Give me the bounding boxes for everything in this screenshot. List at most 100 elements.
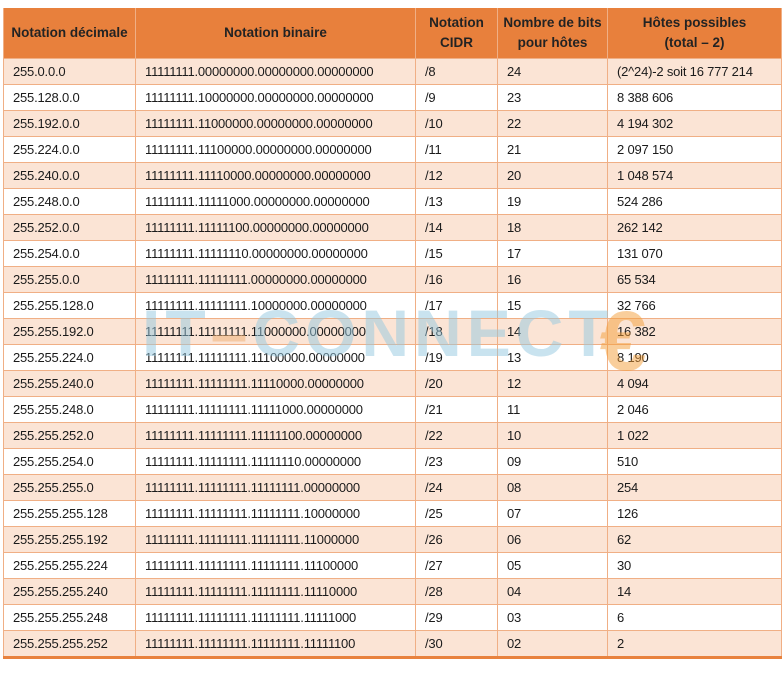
- cell-hosts: 8 190: [607, 344, 782, 371]
- cell-bits: 11: [497, 396, 608, 423]
- cell-decimal: 255.224.0.0: [3, 136, 136, 163]
- header-notation-binaire: Notation binaire: [135, 8, 416, 59]
- cell-decimal: 255.255.224.0: [3, 344, 136, 371]
- cell-binary: 11111111.10000000.00000000.00000000: [135, 84, 416, 111]
- cell-cidr: /16: [415, 266, 498, 293]
- cell-bits: 22: [497, 110, 608, 137]
- cell-binary: 11111111.11000000.00000000.00000000: [135, 110, 416, 137]
- cell-decimal: 255.255.248.0: [3, 396, 136, 423]
- subnet-mask-table: Notation décimale Notation binaire Notat…: [3, 8, 782, 659]
- cell-bits: 12: [497, 370, 608, 397]
- cell-bits: 16: [497, 266, 608, 293]
- table-row: 255.255.192.0 11111111.11111111.11000000.…: [3, 318, 782, 345]
- cell-cidr: /21: [415, 396, 498, 423]
- cell-hosts: (2^24)-2 soit 16 777 214: [607, 58, 782, 85]
- cell-cidr: /17: [415, 292, 498, 319]
- cell-decimal: 255.240.0.0: [3, 162, 136, 189]
- cell-hosts: 62: [607, 526, 782, 553]
- header-nombre-bits-hotes: Nombre de bits pour hôtes: [497, 8, 608, 59]
- cell-bits: 03: [497, 604, 608, 631]
- cell-cidr: /20: [415, 370, 498, 397]
- table-header: Notation décimale Notation binaire Notat…: [3, 8, 782, 59]
- cell-binary: 11111111.11111110.00000000.00000000: [135, 240, 416, 267]
- cell-binary: 11111111.11111111.11000000.00000000: [135, 318, 416, 345]
- table-row: 255.255.255.224 11111111.11111111.1111111…: [3, 552, 782, 579]
- table-row: 255.252.0.0 11111111.11111100.00000000.00…: [3, 214, 782, 241]
- cell-cidr: /12: [415, 162, 498, 189]
- cell-bits: 13: [497, 344, 608, 371]
- cell-binary: 11111111.11111111.11100000.00000000: [135, 344, 416, 371]
- cell-binary: 11111111.00000000.00000000.00000000: [135, 58, 416, 85]
- cell-bits: 08: [497, 474, 608, 501]
- cell-bits: 17: [497, 240, 608, 267]
- cell-hosts: 4 194 302: [607, 110, 782, 137]
- cell-binary: 11111111.11111111.11111111.11110000: [135, 578, 416, 605]
- cell-hosts: 14: [607, 578, 782, 605]
- header-row: Notation décimale Notation binaire Notat…: [3, 8, 782, 59]
- cell-bits: 07: [497, 500, 608, 527]
- cell-decimal: 255.255.240.0: [3, 370, 136, 397]
- cell-binary: 11111111.11111111.11111111.11111100: [135, 630, 416, 658]
- cell-binary: 11111111.11111111.11110000.00000000: [135, 370, 416, 397]
- cell-binary: 11111111.11111111.11111111.11111000: [135, 604, 416, 631]
- cell-cidr: /10: [415, 110, 498, 137]
- cell-decimal: 255.255.192.0: [3, 318, 136, 345]
- cell-cidr: /14: [415, 214, 498, 241]
- cell-bits: 09: [497, 448, 608, 475]
- cell-binary: 11111111.11111111.11111111.00000000: [135, 474, 416, 501]
- table-row: 255.192.0.0 11111111.11000000.00000000.00…: [3, 110, 782, 137]
- cell-decimal: 255.255.255.240: [3, 578, 136, 605]
- table-row: 255.255.248.0 11111111.11111111.11111000.…: [3, 396, 782, 423]
- cell-binary: 11111111.11100000.00000000.00000000: [135, 136, 416, 163]
- table-row: 255.255.128.0 11111111.11111111.10000000.…: [3, 292, 782, 319]
- cell-binary: 11111111.11111111.11111111.11000000: [135, 526, 416, 553]
- table-row: 255.255.224.0 11111111.11111111.11100000.…: [3, 344, 782, 371]
- header-notation-decimale: Notation décimale: [3, 8, 136, 59]
- cell-hosts: 126: [607, 500, 782, 527]
- cell-bits: 19: [497, 188, 608, 215]
- cell-decimal: 255.248.0.0: [3, 188, 136, 215]
- cell-decimal: 255.254.0.0: [3, 240, 136, 267]
- cell-hosts: 510: [607, 448, 782, 475]
- table-row: 255.255.255.192 11111111.11111111.1111111…: [3, 526, 782, 553]
- cell-decimal: 255.255.255.192: [3, 526, 136, 553]
- table-row: 255.255.255.0 11111111.11111111.11111111.…: [3, 474, 782, 501]
- cell-bits: 02: [497, 630, 608, 658]
- cell-hosts: 2 046: [607, 396, 782, 423]
- cell-hosts: 524 286: [607, 188, 782, 215]
- table-row: 255.254.0.0 11111111.11111110.00000000.00…: [3, 240, 782, 267]
- cell-decimal: 255.0.0.0: [3, 58, 136, 85]
- cell-cidr: /15: [415, 240, 498, 267]
- cell-decimal: 255.255.254.0: [3, 448, 136, 475]
- table-row: 255.255.255.252 11111111.11111111.1111111…: [3, 630, 782, 658]
- table-row: 255.255.0.0 11111111.11111111.00000000.00…: [3, 266, 782, 293]
- cell-bits: 20: [497, 162, 608, 189]
- cell-binary: 11111111.11111100.00000000.00000000: [135, 214, 416, 241]
- cell-cidr: /9: [415, 84, 498, 111]
- header-notation-cidr: Notation CIDR: [415, 8, 498, 59]
- cell-bits: 21: [497, 136, 608, 163]
- cell-bits: 24: [497, 58, 608, 85]
- cell-binary: 11111111.11111111.11111000.00000000: [135, 396, 416, 423]
- cell-decimal: 255.192.0.0: [3, 110, 136, 137]
- cell-cidr: /11: [415, 136, 498, 163]
- cell-decimal: 255.255.255.248: [3, 604, 136, 631]
- cell-cidr: /22: [415, 422, 498, 449]
- table-row: 255.255.255.128 11111111.11111111.1111111…: [3, 500, 782, 527]
- cell-cidr: /23: [415, 448, 498, 475]
- cell-cidr: /25: [415, 500, 498, 527]
- table-row: 255.255.255.248 11111111.11111111.1111111…: [3, 604, 782, 631]
- cell-decimal: 255.255.0.0: [3, 266, 136, 293]
- cell-hosts: 131 070: [607, 240, 782, 267]
- cell-hosts: 8 388 606: [607, 84, 782, 111]
- table-row: 255.248.0.0 11111111.11111000.00000000.00…: [3, 188, 782, 215]
- cell-bits: 04: [497, 578, 608, 605]
- cell-bits: 10: [497, 422, 608, 449]
- cell-binary: 11111111.11111000.00000000.00000000: [135, 188, 416, 215]
- cell-bits: 14: [497, 318, 608, 345]
- cell-cidr: /29: [415, 604, 498, 631]
- cell-bits: 18: [497, 214, 608, 241]
- cell-decimal: 255.255.255.128: [3, 500, 136, 527]
- cell-hosts: 30: [607, 552, 782, 579]
